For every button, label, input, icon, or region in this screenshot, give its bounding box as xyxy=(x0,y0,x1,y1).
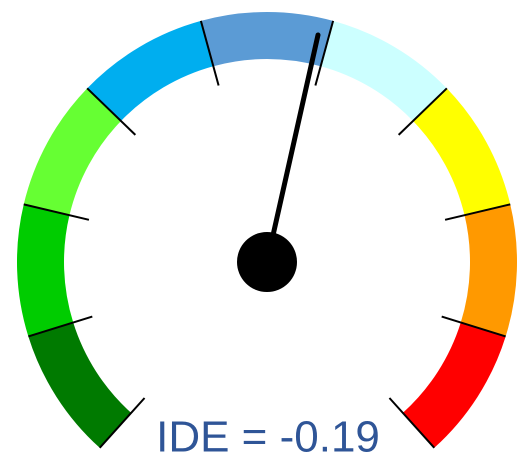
gauge-ticks xyxy=(23,20,511,449)
gauge-band xyxy=(320,20,447,121)
band-divider xyxy=(86,87,137,136)
band-divider xyxy=(28,315,93,338)
gauge-band xyxy=(413,88,511,216)
band-divider xyxy=(98,397,146,449)
needle xyxy=(264,32,321,265)
gauge-band xyxy=(200,11,334,67)
gauge-band xyxy=(402,322,506,448)
band-divider xyxy=(23,203,90,221)
needle-hub xyxy=(237,232,297,292)
gauge-band xyxy=(87,20,214,121)
band-divider xyxy=(388,397,436,449)
band-divider xyxy=(444,203,511,221)
band-divider xyxy=(397,87,448,136)
gauge-bands xyxy=(16,11,518,448)
band-divider xyxy=(314,20,335,86)
gauge-band xyxy=(460,204,518,337)
band-divider xyxy=(441,315,506,338)
band-divider xyxy=(199,20,220,86)
gauge-label: IDE = -0.19 xyxy=(156,413,380,462)
gauge-band xyxy=(23,88,121,216)
gauge-band xyxy=(28,322,132,448)
gauge-band xyxy=(16,204,74,337)
